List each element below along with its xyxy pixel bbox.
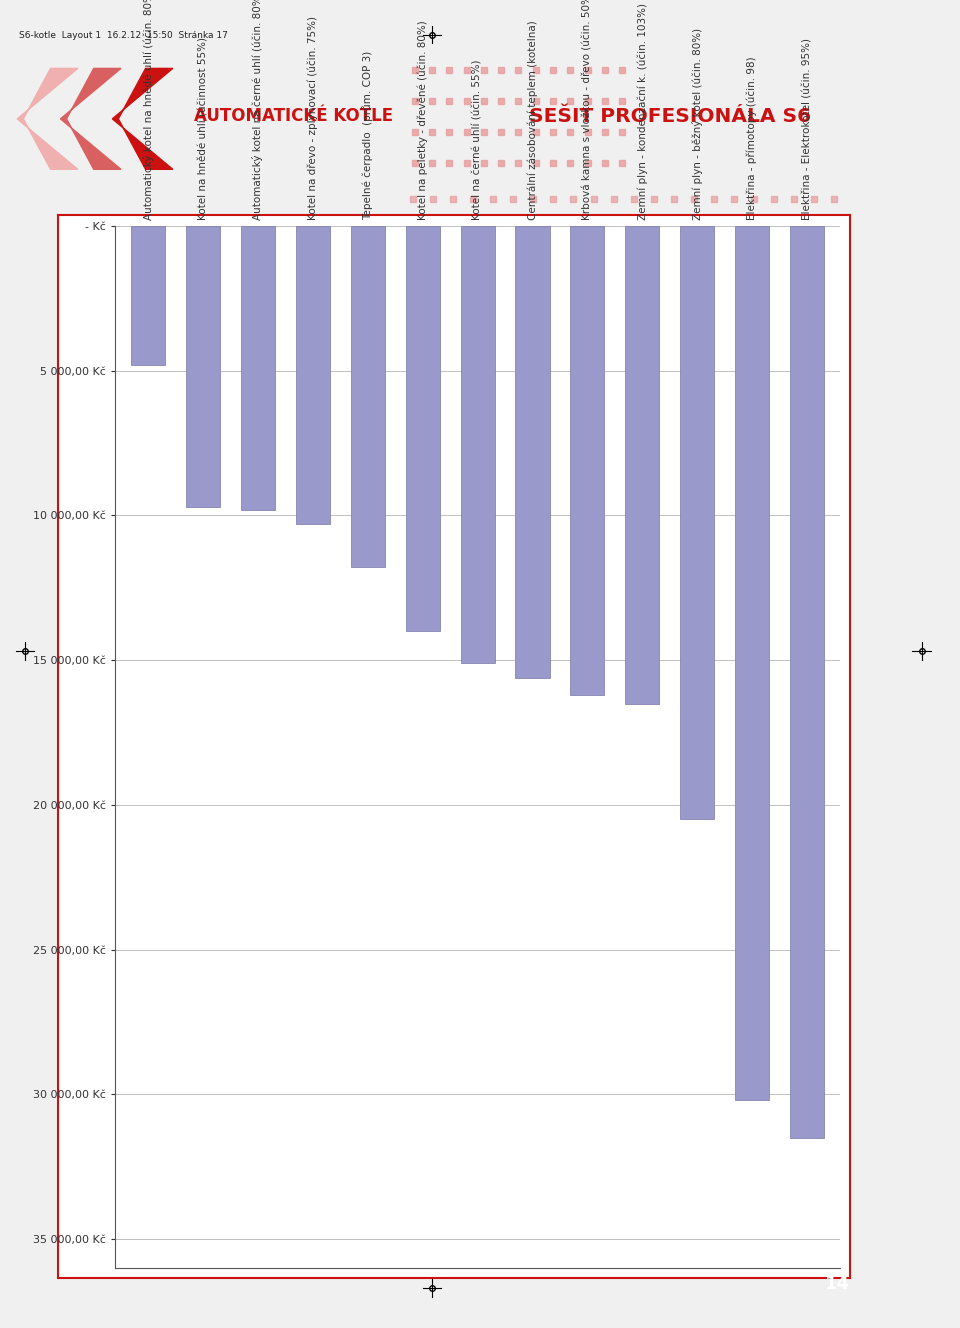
Polygon shape bbox=[60, 68, 121, 169]
Polygon shape bbox=[112, 68, 173, 169]
Bar bbox=[132, 226, 165, 365]
Text: SEŠIT PROFESIONÁLA S6: SEŠIT PROFESIONÁLA S6 bbox=[529, 106, 810, 126]
Bar bbox=[790, 226, 824, 1138]
Polygon shape bbox=[17, 68, 78, 169]
Text: AUTOMATICKÉ KOTLE: AUTOMATICKÉ KOTLE bbox=[194, 108, 394, 125]
Bar bbox=[241, 226, 275, 510]
Bar bbox=[570, 226, 605, 695]
Bar bbox=[406, 226, 440, 631]
Bar bbox=[186, 226, 220, 507]
Bar bbox=[350, 226, 385, 567]
Bar bbox=[461, 226, 494, 663]
Bar bbox=[516, 226, 549, 677]
Bar bbox=[735, 226, 769, 1101]
Text: 14: 14 bbox=[825, 1275, 851, 1293]
Text: S6-kotle  Layout 1  16.2.12  15:50  Stránka 17: S6-kotle Layout 1 16.2.12 15:50 Stránka … bbox=[19, 32, 228, 40]
Bar bbox=[296, 226, 330, 525]
Bar bbox=[681, 226, 714, 819]
Bar bbox=[625, 226, 660, 704]
